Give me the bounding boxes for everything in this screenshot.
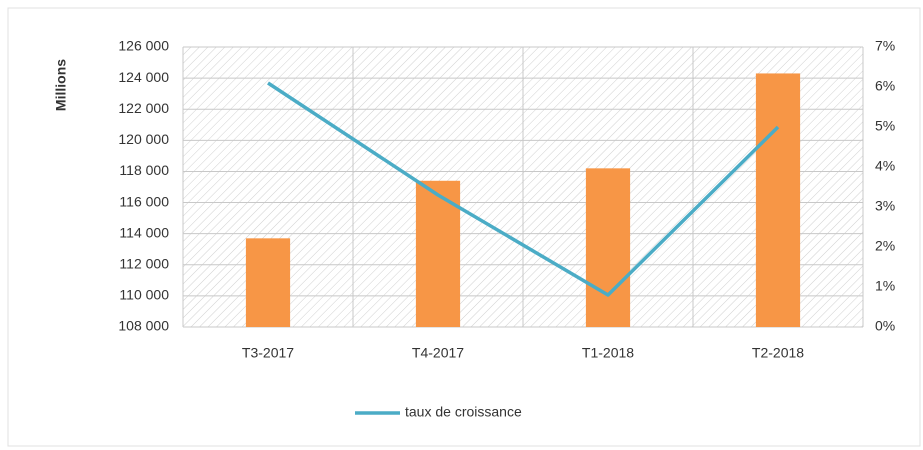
- y-tick-label: 118 000: [119, 162, 169, 178]
- y-tick-label: 120 000: [118, 131, 169, 147]
- y-tick-label: 122 000: [118, 100, 169, 116]
- x-tick-label: T1-2018: [582, 345, 634, 361]
- y-tick-label: 108 000: [118, 318, 169, 334]
- y-tick-label: 126 000: [118, 38, 169, 54]
- y-tick-label: 110 000: [119, 287, 169, 303]
- y2-tick-label: 4%: [875, 158, 895, 174]
- bar: [585, 168, 631, 327]
- y-tick-label: 124 000: [118, 69, 169, 85]
- x-tick-label: T3-2017: [242, 345, 294, 361]
- y-tick-label: 116 000: [119, 193, 169, 209]
- bar: [755, 73, 801, 327]
- y2-tick-label: 6%: [875, 78, 895, 94]
- y2-tick-label: 0%: [875, 318, 895, 334]
- y2-tick-label: 3%: [875, 198, 895, 214]
- x-tick-label: T4-2017: [412, 345, 464, 361]
- legend-label: taux de croissance: [405, 404, 522, 420]
- y2-tick-label: 7%: [875, 38, 895, 54]
- y-axis-label: Millions: [53, 59, 69, 111]
- bar: [245, 238, 291, 327]
- y-tick-label: 112 000: [119, 255, 169, 271]
- y2-tick-label: 2%: [875, 238, 895, 254]
- y2-tick-label: 5%: [875, 118, 895, 134]
- y2-tick-label: 1%: [875, 278, 895, 294]
- y-tick-label: 114 000: [119, 224, 169, 240]
- x-tick-label: T2-2018: [752, 345, 804, 361]
- line: [267, 81, 780, 297]
